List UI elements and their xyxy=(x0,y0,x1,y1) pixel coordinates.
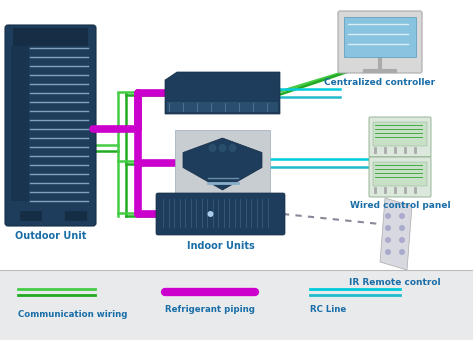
Text: Indoor Units: Indoor Units xyxy=(187,241,254,251)
FancyBboxPatch shape xyxy=(156,193,285,235)
Circle shape xyxy=(228,144,236,152)
Text: Centralized controller: Centralized controller xyxy=(324,78,436,87)
Text: Refrigerant piping: Refrigerant piping xyxy=(165,305,255,314)
Circle shape xyxy=(385,213,391,219)
Text: Communication wiring: Communication wiring xyxy=(18,310,127,319)
Text: RC Line: RC Line xyxy=(310,305,346,314)
Text: IR Remote control: IR Remote control xyxy=(349,278,441,287)
Bar xyxy=(175,130,270,195)
Bar xyxy=(344,17,416,57)
Text: Wired control panel: Wired control panel xyxy=(350,201,450,210)
Bar xyxy=(13,28,88,46)
Polygon shape xyxy=(380,198,412,270)
Circle shape xyxy=(399,225,405,231)
Circle shape xyxy=(399,249,405,255)
Circle shape xyxy=(399,237,405,243)
Bar xyxy=(20,211,42,221)
Circle shape xyxy=(385,249,391,255)
Bar xyxy=(65,211,87,221)
Circle shape xyxy=(385,237,391,243)
FancyBboxPatch shape xyxy=(338,11,422,73)
Polygon shape xyxy=(183,138,262,190)
Polygon shape xyxy=(165,72,280,114)
Bar xyxy=(0,0,473,270)
Bar xyxy=(373,162,427,186)
FancyBboxPatch shape xyxy=(369,157,431,197)
Bar xyxy=(0,270,473,340)
FancyBboxPatch shape xyxy=(5,25,96,226)
Text: Outdoor Unit: Outdoor Unit xyxy=(15,231,86,241)
FancyBboxPatch shape xyxy=(369,117,431,157)
Bar xyxy=(373,122,427,146)
Circle shape xyxy=(208,211,213,217)
Circle shape xyxy=(209,144,217,152)
Circle shape xyxy=(385,225,391,231)
Circle shape xyxy=(219,144,227,152)
Bar xyxy=(11,46,29,201)
Bar xyxy=(167,102,278,112)
Circle shape xyxy=(399,213,405,219)
